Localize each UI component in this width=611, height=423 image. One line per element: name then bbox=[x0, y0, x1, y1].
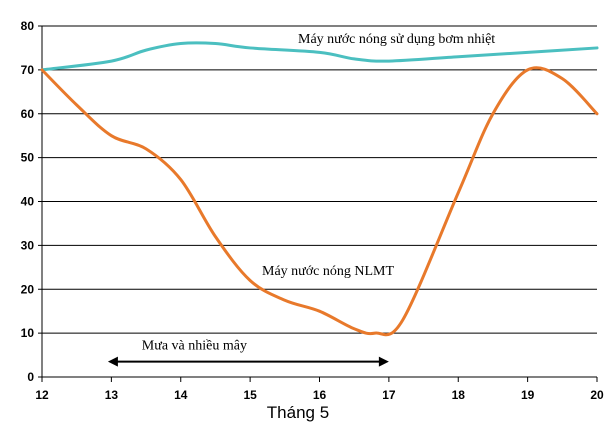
y-tick-label: 50 bbox=[21, 151, 35, 165]
series-label-heat-pump: Máy nước nóng sử dụng bơm nhiệt bbox=[298, 32, 495, 47]
y-axis-ticks: 0 10 20 30 40 50 60 70 80 bbox=[21, 19, 42, 384]
x-tick-label: 17 bbox=[382, 388, 396, 402]
series-line-heat-pump bbox=[40, 41, 599, 72]
x-tick-label: 12 bbox=[35, 388, 49, 402]
y-tick-label: 10 bbox=[21, 326, 35, 340]
series-label-solar: Máy nước nóng NLMT bbox=[262, 264, 394, 279]
y-tick-label: 0 bbox=[27, 370, 34, 384]
annotation-text: Mưa và nhiều mây bbox=[142, 339, 247, 354]
annotation-arrow-left bbox=[107, 356, 118, 367]
annotation: Mưa và nhiều mây bbox=[107, 339, 389, 367]
x-tick-label: 14 bbox=[174, 388, 188, 402]
y-tick-label: 70 bbox=[21, 63, 35, 77]
x-tick-label: 13 bbox=[105, 388, 119, 402]
series-line-solar bbox=[40, 66, 599, 337]
x-axis-ticks: 12 13 14 15 16 17 18 19 20 bbox=[35, 377, 604, 402]
y-tick-label: 60 bbox=[21, 107, 35, 121]
axes bbox=[41, 26, 597, 378]
x-tick-label: 15 bbox=[243, 388, 257, 402]
annotation-arrow-right bbox=[378, 356, 389, 367]
x-tick-label: 16 bbox=[313, 388, 327, 402]
x-tick-label: 19 bbox=[521, 388, 535, 402]
series-labels: Máy nước nóng sử dụng bơm nhiệt Máy nước … bbox=[262, 32, 495, 279]
y-tick-label: 30 bbox=[21, 238, 35, 252]
x-tick-label: 20 bbox=[590, 388, 604, 402]
y-tick-label: 80 bbox=[21, 19, 35, 33]
grid-lines bbox=[42, 25, 597, 334]
y-tick-label: 40 bbox=[21, 195, 35, 209]
x-tick-label: 18 bbox=[452, 388, 466, 402]
x-axis-title: Tháng 5 bbox=[267, 403, 329, 422]
series-lines bbox=[40, 41, 599, 337]
y-tick-label: 20 bbox=[21, 282, 35, 296]
